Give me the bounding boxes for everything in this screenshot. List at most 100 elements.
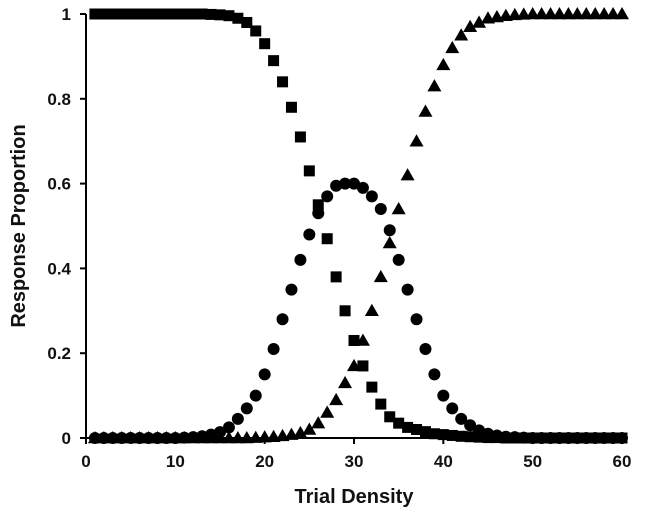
triangle-point (355, 333, 370, 346)
circle-point (365, 190, 378, 203)
data-marks (87, 7, 629, 444)
circle-point (455, 412, 468, 425)
circle-point (222, 421, 235, 434)
triangle-point (391, 202, 406, 215)
y-tick-label: 0 (62, 429, 71, 448)
square-point (366, 381, 378, 393)
axes (85, 14, 622, 439)
square-point (303, 165, 315, 177)
square-point (241, 16, 253, 28)
circle-point (482, 427, 494, 440)
circle-point (348, 177, 360, 190)
ticks: 0 10 20 30 40 50 60 0 0.2 0.4 0.6 0.8 1 (47, 5, 631, 471)
x-tick-label: 0 (81, 452, 90, 471)
triangle-point (409, 134, 424, 147)
x-tick-label: 60 (613, 452, 632, 471)
square-point (116, 8, 128, 20)
square-series (89, 8, 628, 444)
square-point (232, 12, 244, 24)
x-tick-label: 10 (166, 452, 185, 471)
square-point (455, 430, 467, 442)
circle-point (258, 368, 271, 381)
triangle-point (293, 425, 308, 439)
triangle-point (454, 28, 469, 41)
triangle-point (338, 375, 353, 389)
square-point (285, 101, 297, 113)
circle-point (374, 203, 387, 216)
circle-point (446, 402, 459, 415)
y-tick-label: 0.8 (47, 90, 71, 109)
circle-point (392, 253, 405, 266)
triangle-point (382, 235, 397, 249)
y-axis-title: Response Proportion (8, 124, 30, 327)
square-point (187, 8, 199, 20)
triangle-point (445, 40, 460, 54)
triangle-point (347, 358, 361, 372)
triangle-point (311, 416, 326, 429)
square-point (277, 76, 289, 88)
triangle-point (615, 7, 629, 20)
square-point (402, 421, 414, 433)
triangle-point (552, 7, 567, 20)
circle-point (419, 342, 432, 355)
square-point (143, 8, 155, 20)
square-point (268, 55, 280, 67)
circle-point (428, 368, 441, 381)
circle-point (276, 313, 289, 326)
square-point (98, 8, 110, 20)
circle-point (339, 177, 352, 190)
triangle-point (427, 79, 442, 92)
circle-point (303, 228, 316, 241)
square-point (411, 424, 423, 436)
triangle-point (400, 168, 415, 181)
circle-point (231, 412, 244, 425)
x-tick-label: 30 (345, 452, 364, 471)
circle-point (464, 419, 477, 432)
x-tick-label: 50 (523, 452, 542, 471)
square-point (330, 271, 342, 283)
square-point (464, 431, 476, 443)
square-point (160, 8, 172, 20)
triangle-point (302, 422, 317, 435)
y-tick-label: 1 (62, 5, 71, 24)
square-point (339, 305, 351, 317)
square-point (125, 8, 137, 20)
circle-series (88, 177, 628, 444)
circle-point (356, 181, 369, 194)
x-axis-title: Trial Density (295, 486, 415, 508)
triangle-point (463, 19, 478, 32)
triangle-point (597, 7, 612, 20)
triangle-series (87, 7, 629, 444)
circle-point (249, 389, 262, 402)
square-point (312, 199, 324, 211)
square-point (294, 131, 306, 143)
circle-point (294, 253, 307, 266)
circle-point (437, 389, 450, 402)
circle-point (499, 430, 512, 443)
circle-point (401, 283, 414, 296)
square-point (214, 9, 226, 21)
triangle-point (561, 7, 576, 20)
square-point (321, 233, 333, 245)
square-point (348, 334, 360, 346)
y-tick-label: 0.4 (47, 259, 71, 278)
circle-point (383, 224, 396, 237)
square-point (107, 8, 119, 20)
triangle-point (373, 269, 388, 283)
square-point (384, 411, 396, 423)
triangle-point (472, 15, 487, 28)
square-point (196, 8, 208, 20)
triangle-point (418, 104, 433, 117)
square-point (437, 429, 449, 441)
circle-point (312, 207, 325, 220)
square-point (419, 426, 431, 438)
circle-point (285, 283, 298, 296)
square-point (89, 8, 101, 20)
triangle-point (436, 57, 451, 71)
y-tick-label: 0.2 (47, 344, 71, 363)
triangle-point (320, 405, 335, 418)
square-point (375, 398, 387, 410)
circle-point (410, 313, 423, 326)
